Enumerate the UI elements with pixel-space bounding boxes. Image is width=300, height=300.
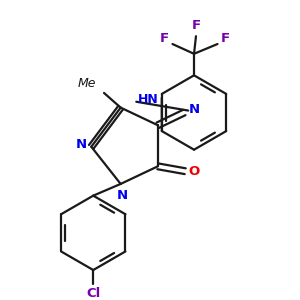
Text: N: N (188, 103, 200, 116)
Text: Cl: Cl (86, 287, 100, 300)
Text: N: N (76, 138, 87, 151)
Text: F: F (221, 32, 230, 45)
Text: O: O (188, 165, 200, 178)
Text: F: F (191, 19, 200, 32)
Text: Me: Me (78, 77, 97, 90)
Text: F: F (160, 32, 169, 45)
Text: N: N (117, 189, 128, 202)
Text: HN: HN (138, 93, 158, 106)
